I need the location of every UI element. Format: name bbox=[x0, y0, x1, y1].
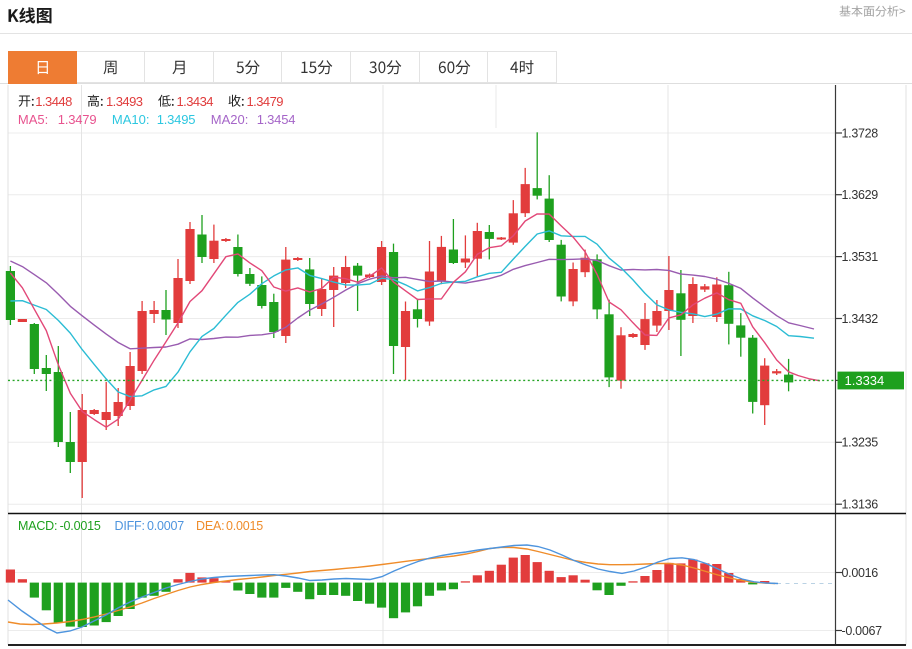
svg-text:1.3136: 1.3136 bbox=[842, 498, 879, 512]
svg-text:-0.0067: -0.0067 bbox=[842, 624, 883, 638]
svg-text:1.3334: 1.3334 bbox=[845, 373, 885, 388]
svg-text:1.3531: 1.3531 bbox=[842, 250, 879, 264]
svg-text:1.3235: 1.3235 bbox=[842, 436, 879, 450]
svg-text:1.3432: 1.3432 bbox=[842, 312, 879, 326]
svg-text:1.3728: 1.3728 bbox=[842, 126, 879, 140]
svg-text:1.3629: 1.3629 bbox=[842, 188, 879, 202]
svg-text:0.0016: 0.0016 bbox=[842, 566, 879, 580]
